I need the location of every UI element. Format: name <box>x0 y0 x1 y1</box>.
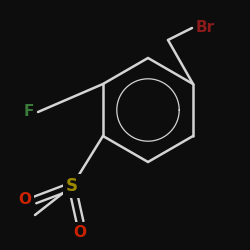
Text: Br: Br <box>196 20 215 36</box>
Text: S: S <box>66 177 78 195</box>
Text: O: O <box>74 225 86 240</box>
Text: F: F <box>24 104 34 120</box>
Text: O: O <box>18 192 31 208</box>
